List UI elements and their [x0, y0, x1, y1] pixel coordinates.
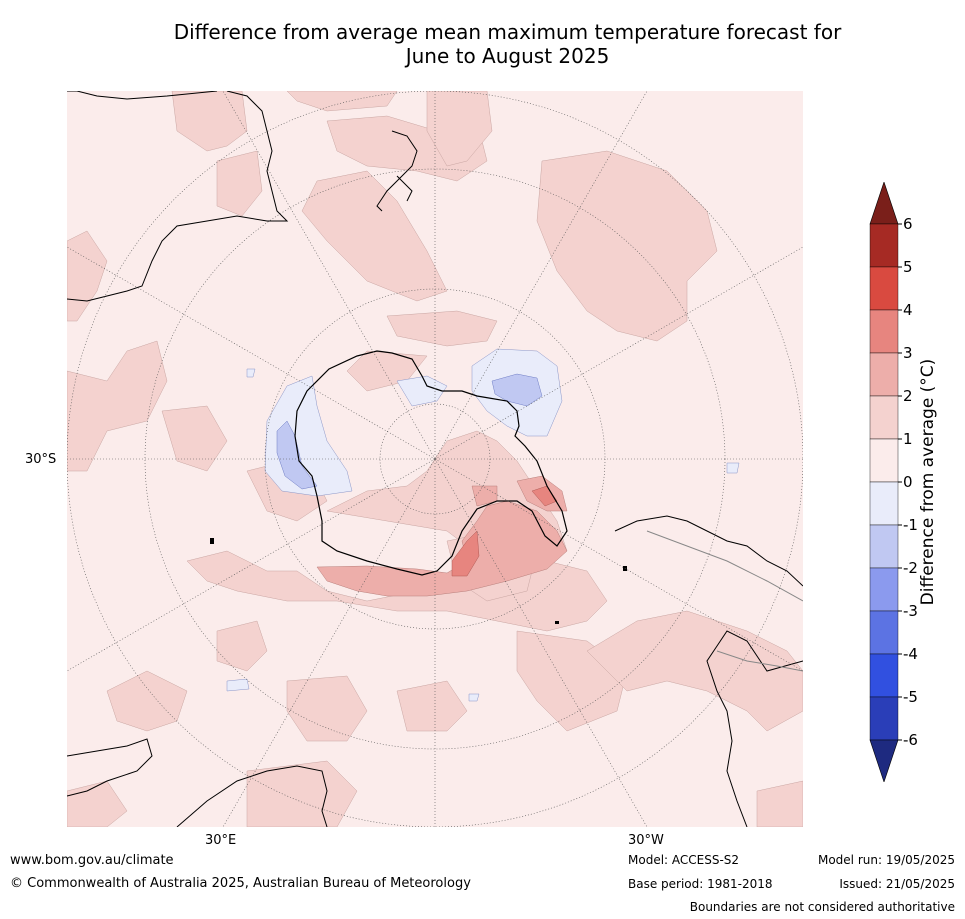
colorbar-tick-label: 3: [903, 344, 913, 362]
colorbar-tick-label: 2: [903, 387, 913, 405]
lon-label-30w: 30°W: [628, 833, 664, 848]
colorbar-tick-label: -1: [903, 516, 918, 534]
footer-base-period: Base period: 1981-2018: [628, 877, 773, 891]
antarctica-coastline: [294, 350, 568, 576]
colorbar: 6 5 4 3 2 1 0 -1 -2 -3 -4 -5 -6: [869, 182, 918, 782]
colorbar-tick-label: 0: [903, 473, 913, 491]
colorbar-bin: [869, 524, 899, 569]
polar-map-svg: [67, 91, 803, 827]
anomaly-1-2-regions: [67, 91, 803, 827]
map-title-line1: Difference from average mean maximum tem…: [173, 20, 842, 44]
colorbar-bin: [869, 395, 899, 440]
anomaly-minus2-minus1-regions: [276, 373, 543, 490]
colorbar-tick-label: 1: [903, 430, 913, 448]
footer-model: Model: ACCESS-S2: [628, 853, 740, 867]
colorbar-under-arrow: [869, 739, 899, 782]
colorbar-bin: [869, 610, 899, 655]
colorbar-over-arrow: [869, 182, 899, 225]
colorbar-bin: [869, 567, 899, 612]
colorbar-tick-label: -2: [903, 559, 918, 577]
anomaly-3-4-regions: [451, 485, 558, 577]
colorbar-tick-label: -4: [903, 645, 918, 663]
footer-website[interactable]: www.bom.gov.au/climate: [10, 853, 174, 868]
colorbar-bin: [869, 266, 899, 311]
colorbar-tick-label: -3: [903, 602, 918, 620]
footer-copyright: © Commonwealth of Australia 2025, Austra…: [10, 876, 471, 891]
africa-coastline: [67, 91, 289, 302]
lat-label-30s: 30°S: [25, 452, 57, 467]
australia-coastline: [614, 515, 803, 827]
polar-map: [67, 91, 803, 827]
colorbar-bin: [869, 309, 899, 354]
colorbar-bin: [869, 223, 899, 268]
colorbar-bin: [869, 438, 899, 483]
footer-issued: Issued: 21/05/2025: [839, 877, 955, 891]
colorbar-bin: [869, 352, 899, 397]
map-title: Difference from average mean maximum tem…: [60, 20, 955, 68]
graticule: [67, 91, 803, 827]
footer-disclaimer: Boundaries are not considered authoritat…: [689, 900, 955, 914]
new-zealand-coastline: [376, 130, 418, 212]
colorbar-tick-label: -5: [903, 688, 918, 706]
map-title-line2: June to August 2025: [405, 44, 610, 68]
colorbar-bin: [869, 696, 899, 741]
south-america-coastline: [67, 738, 328, 827]
colorbar-bin: [869, 481, 899, 526]
colorbar-bin: [869, 653, 899, 698]
lon-label-30e: 30°E: [205, 833, 237, 848]
colorbar-tick-label: 6: [903, 215, 913, 233]
colorbar-tick-label: 4: [903, 301, 913, 319]
colorbar-tick-label: -6: [903, 731, 918, 749]
footer-model-run: Model run: 19/05/2025: [817, 853, 955, 867]
colorbar-label: Difference from average (°C): [918, 358, 938, 606]
colorbar-tick-label: 5: [903, 258, 913, 276]
